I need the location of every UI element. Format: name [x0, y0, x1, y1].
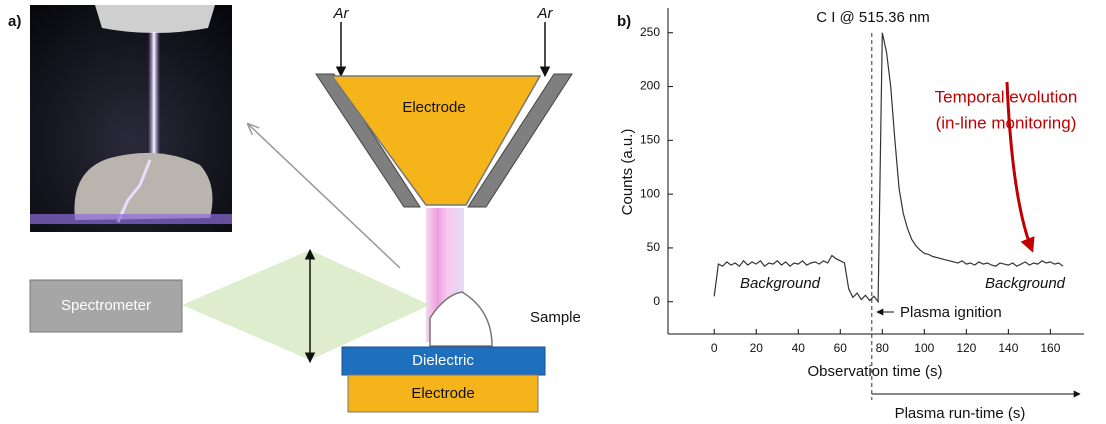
y-tick-label: 100	[640, 186, 660, 200]
evolution-arrow	[1005, 81, 1035, 253]
x-tick-label: 0	[711, 341, 718, 355]
y-tick-label: 200	[640, 79, 660, 93]
photo	[30, 5, 232, 232]
annotation: (in-line monitoring)	[936, 113, 1077, 132]
pointer-arrow	[248, 124, 401, 269]
chart-title: C I @ 515.36 nm	[816, 9, 930, 26]
gas-label: Ar	[537, 5, 554, 22]
annotation: Background	[985, 275, 1066, 292]
x-tick-label: 20	[750, 341, 764, 355]
data-line	[713, 32, 1064, 304]
sample-label: Sample	[530, 309, 581, 326]
panel-label: b)	[617, 13, 631, 30]
x-tick-label: 160	[1040, 341, 1060, 355]
x-tick-label: 120	[956, 341, 976, 355]
y-tick-label: 150	[640, 133, 660, 147]
x-tick-label: 100	[914, 341, 934, 355]
x-tick-label: 140	[998, 341, 1018, 355]
spectrometer-label: Spectrometer	[61, 297, 151, 314]
annotation: Background	[740, 275, 821, 292]
y-tick-label: 50	[647, 240, 661, 254]
y-tick-label: 250	[640, 25, 660, 39]
electrode-label: Electrode	[402, 99, 465, 116]
annotation: Plasma run-time (s)	[895, 405, 1026, 422]
gas-label: Ar	[333, 5, 350, 22]
annotation: Temporal evolution	[935, 87, 1078, 106]
x-tick-label: 80	[876, 341, 890, 355]
x-tick-label: 40	[792, 341, 806, 355]
setup-diagram	[29, 22, 573, 413]
y-axis-label: Counts (a.u.)	[619, 129, 636, 216]
electrode-label: Electrode	[411, 385, 474, 402]
dielectric-label: Dielectric	[412, 352, 474, 369]
annotation: Plasma ignition	[900, 304, 1002, 321]
x-axis-label: Observation time (s)	[807, 363, 942, 380]
x-tick-label: 60	[834, 341, 848, 355]
y-tick-label: 0	[653, 294, 660, 308]
panel-label: a)	[8, 13, 21, 30]
